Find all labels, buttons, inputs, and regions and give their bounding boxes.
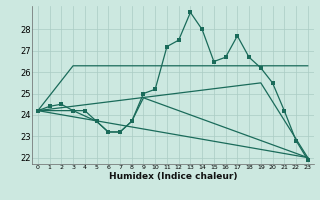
X-axis label: Humidex (Indice chaleur): Humidex (Indice chaleur) (108, 172, 237, 181)
